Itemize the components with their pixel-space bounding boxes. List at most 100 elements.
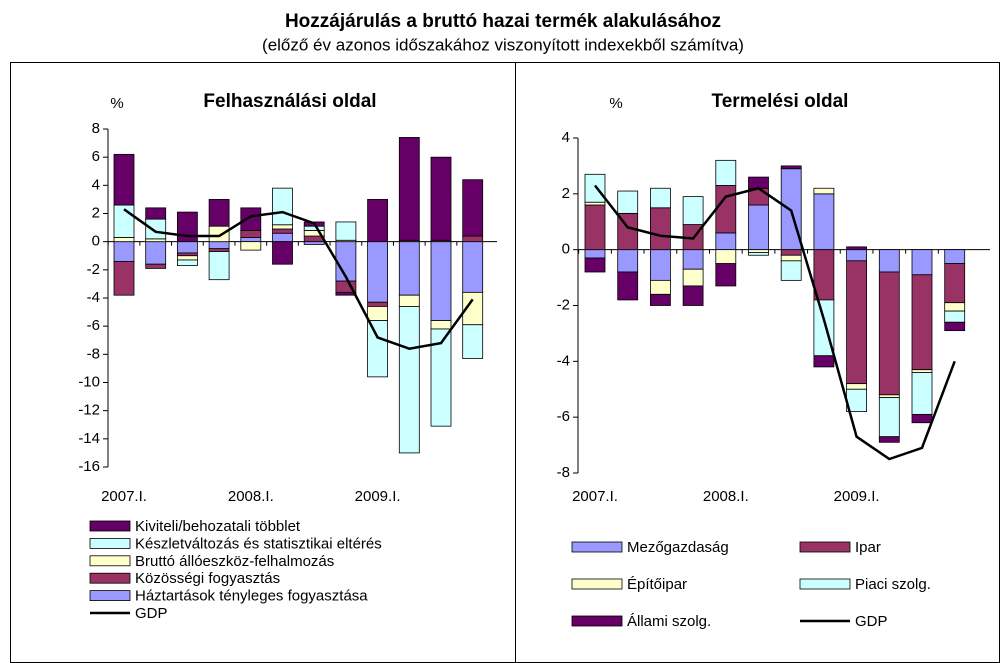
bar-segment xyxy=(240,237,262,243)
bar-segment xyxy=(944,302,966,312)
legend-swatch xyxy=(89,520,131,532)
bar-segment xyxy=(715,185,737,234)
bar-segment xyxy=(367,320,389,378)
bar-segment xyxy=(208,248,230,252)
bar-segment xyxy=(846,249,867,262)
legend-swatch xyxy=(571,541,623,553)
bar-segment xyxy=(813,355,835,368)
bar-segment xyxy=(240,229,262,238)
bar-segment xyxy=(584,173,606,203)
bar-segment xyxy=(846,246,867,251)
bar-segment xyxy=(584,249,606,259)
bar-segment xyxy=(878,249,900,273)
legend-label: Kiviteli/behozatali többlet xyxy=(135,518,301,535)
bar-segment xyxy=(780,260,802,281)
bar-segment xyxy=(303,225,325,231)
legend-label: Mezőgazdaság xyxy=(627,539,729,556)
y-tick-label: 2 xyxy=(562,185,570,202)
y-tick-label: -6 xyxy=(557,408,570,425)
bar-segment xyxy=(113,153,135,206)
legend-label: GDP xyxy=(855,613,888,630)
y-tick-label: -4 xyxy=(87,289,100,306)
bar-segment xyxy=(462,324,484,359)
bar-segment xyxy=(650,293,671,306)
bar-segment xyxy=(748,204,769,251)
legend-label: Állami szolg. xyxy=(627,613,711,630)
subtitle: (előző év azonos időszakához viszonyítot… xyxy=(262,35,744,54)
y-tick-label: 4 xyxy=(92,176,100,193)
bar-segment xyxy=(846,260,867,385)
legend-swatch xyxy=(89,538,131,549)
legend-label: Építőipar xyxy=(627,576,687,593)
bar-segment xyxy=(398,241,420,296)
bar-segment xyxy=(367,241,389,303)
bar-segment xyxy=(650,249,671,281)
bar-segment xyxy=(682,285,704,306)
bar-segment xyxy=(240,207,262,231)
y-tick-label: -12 xyxy=(78,402,100,419)
bar-segment xyxy=(748,252,769,256)
legend-swatch xyxy=(571,578,623,590)
bar-segment xyxy=(911,249,933,276)
bar-segment xyxy=(176,241,198,254)
bar-segment xyxy=(617,190,639,214)
bar-segment xyxy=(846,383,867,390)
bar-segment xyxy=(208,199,230,227)
bar-segment xyxy=(367,306,389,321)
bar-segment xyxy=(113,241,135,262)
y-tick-label: 6 xyxy=(92,148,100,165)
bar-segment xyxy=(748,176,769,189)
bar-segment xyxy=(145,263,167,269)
legend-label: Közösségi fogyasztás xyxy=(135,570,280,587)
bar-segment xyxy=(911,372,933,415)
bar-segment xyxy=(715,263,737,287)
bar-segment xyxy=(430,156,452,241)
y-tick-label: -8 xyxy=(557,464,570,481)
bar-segment xyxy=(145,238,167,243)
bar-segment xyxy=(398,306,420,454)
bar-segment xyxy=(944,321,966,332)
legend-swatch xyxy=(89,555,131,567)
bar-segment xyxy=(240,241,262,251)
bar-segment xyxy=(272,228,293,234)
bar-segment xyxy=(145,207,167,220)
bar-segment xyxy=(272,232,293,243)
bar-segment xyxy=(272,241,293,265)
bar-segment xyxy=(911,274,933,371)
gdp-line xyxy=(123,208,474,350)
bar-segment xyxy=(715,159,737,186)
gdp-line xyxy=(594,184,956,461)
bar-segment xyxy=(272,224,293,230)
y-tick-label: -14 xyxy=(78,430,100,447)
bar-segment xyxy=(113,260,135,296)
bar-segment xyxy=(145,241,167,265)
y-tick-label: -10 xyxy=(78,373,100,390)
bar-segment xyxy=(682,249,704,270)
bar-segment xyxy=(462,179,484,237)
x-tick-label: 2008.I. xyxy=(228,488,274,505)
bar-segment xyxy=(335,221,357,241)
bar-segment xyxy=(878,397,900,438)
bar-segment xyxy=(944,263,966,304)
bar-segment xyxy=(878,436,900,443)
y-tick-label: 0 xyxy=(92,233,100,250)
x-tick-label: 2008.I. xyxy=(703,488,749,505)
legend-label: Készletváltozás és statisztikai eltérés xyxy=(135,535,382,552)
bar-segment xyxy=(780,254,802,262)
bar-segment xyxy=(650,187,671,209)
y-tick-label: -16 xyxy=(78,458,100,475)
bar-segment xyxy=(430,241,452,321)
y-tick-label: -4 xyxy=(557,352,570,369)
bar-segment xyxy=(398,294,420,307)
bar-segment xyxy=(584,204,606,251)
y-tick-label: 8 xyxy=(92,120,100,137)
legend-swatch xyxy=(89,572,131,584)
y-tick-label: -2 xyxy=(87,261,100,278)
bar-segment xyxy=(208,241,230,250)
bar-segment xyxy=(944,249,966,265)
y-tick-label: -8 xyxy=(87,345,100,362)
bar-segment xyxy=(911,369,933,373)
bar-segment xyxy=(145,218,167,240)
bar-segment xyxy=(813,187,835,195)
